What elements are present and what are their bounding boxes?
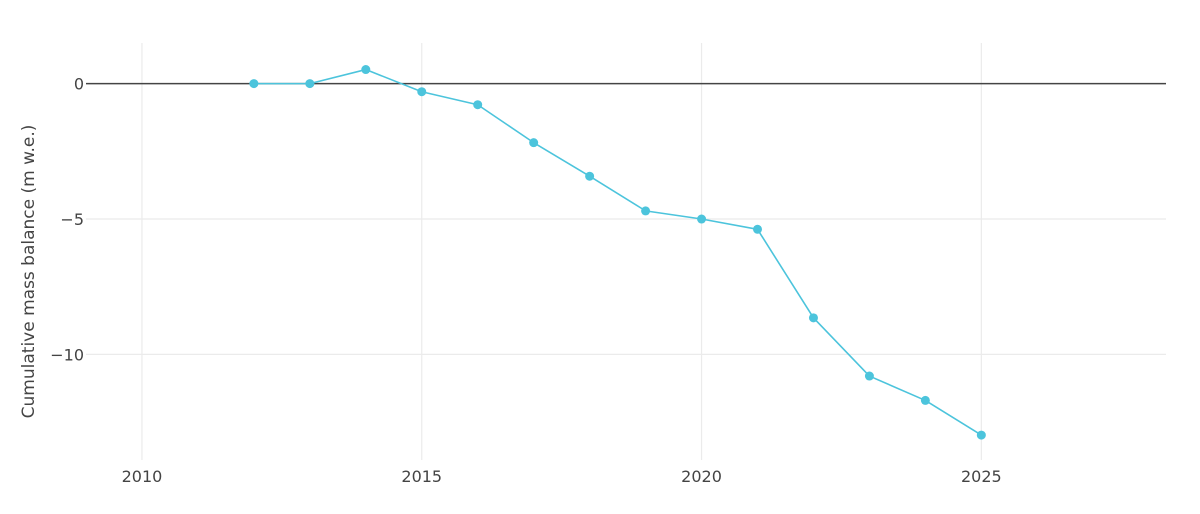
data-point[interactable] bbox=[753, 224, 763, 234]
x-axis: 2010 2015 2020 2025 bbox=[122, 467, 1002, 486]
data-point[interactable] bbox=[920, 395, 930, 405]
data-point[interactable] bbox=[529, 138, 539, 148]
data-point[interactable] bbox=[641, 206, 651, 216]
series-layer bbox=[253, 68, 982, 436]
data-point[interactable] bbox=[417, 87, 427, 97]
gridlines bbox=[86, 43, 1166, 460]
data-point[interactable] bbox=[473, 100, 483, 110]
x-tick-label: 2020 bbox=[681, 467, 722, 486]
y-tick-label: −10 bbox=[50, 345, 84, 364]
y-tick-label: −5 bbox=[60, 210, 84, 229]
series-line bbox=[253, 68, 982, 436]
data-point[interactable] bbox=[697, 214, 707, 224]
points-layer bbox=[249, 65, 986, 440]
data-point[interactable] bbox=[305, 79, 315, 89]
data-point[interactable] bbox=[361, 65, 371, 75]
data-point[interactable] bbox=[808, 313, 818, 323]
y-axis-title: Cumulative mass balance (m w.e.) bbox=[19, 125, 39, 419]
x-tick-label: 2010 bbox=[122, 467, 163, 486]
data-point[interactable] bbox=[585, 171, 595, 181]
y-axis: 0 −5 −10 bbox=[50, 75, 84, 365]
data-point[interactable] bbox=[976, 430, 986, 440]
data-point[interactable] bbox=[249, 79, 259, 89]
x-tick-label: 2025 bbox=[961, 467, 1002, 486]
x-tick-label: 2015 bbox=[401, 467, 442, 486]
y-tick-label: 0 bbox=[74, 75, 84, 94]
data-point[interactable] bbox=[864, 371, 874, 381]
